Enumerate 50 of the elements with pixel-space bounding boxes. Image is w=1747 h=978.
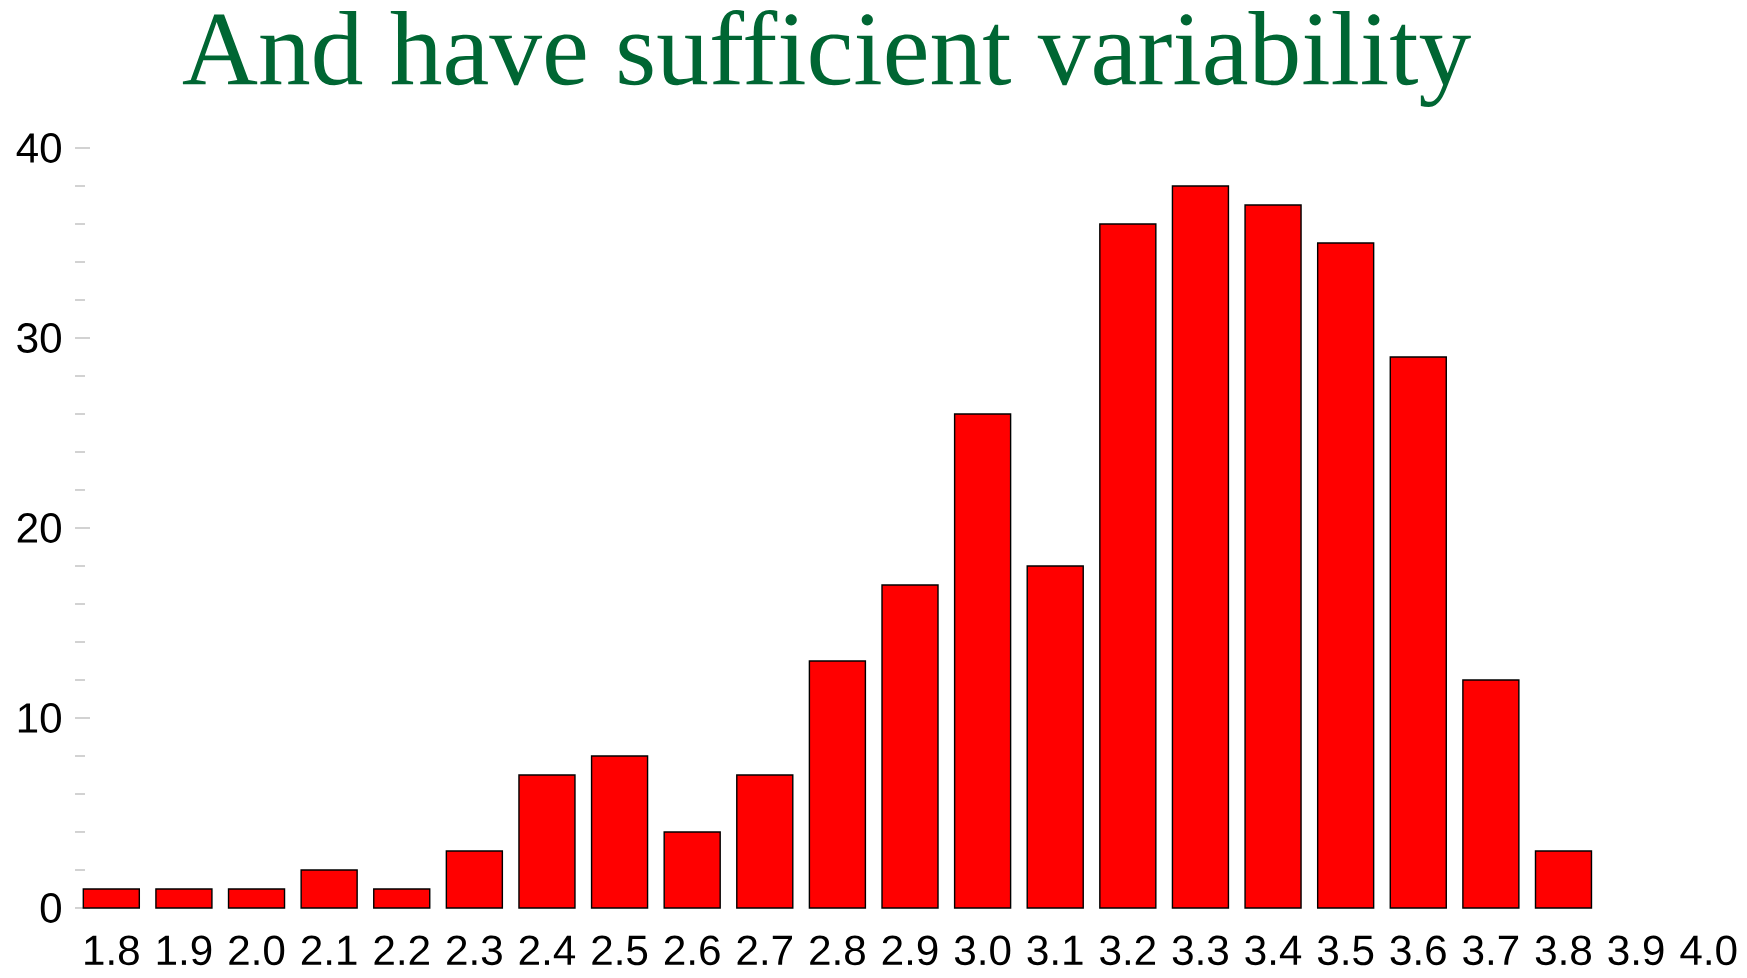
x-tick-label: 2.2 (374, 935, 429, 965)
x-tick-label: 1.8 (85, 935, 139, 966)
x-tick-label: 3.8 (1535, 935, 1591, 966)
bar (1244, 204, 1302, 909)
bar (155, 888, 213, 909)
bar (82, 888, 141, 909)
y-tick-label: 0 (40, 893, 61, 923)
x-tick-label: 2.8 (810, 935, 865, 966)
x-tick-label: 1.9 (157, 935, 212, 966)
bar (1534, 850, 1593, 909)
bar (881, 584, 939, 909)
bar (1316, 242, 1375, 909)
x-tick-label: 3.7 (1463, 935, 1519, 966)
x-tick-label: 3.0 (954, 935, 1011, 966)
y-tick-label: 40 (16, 133, 61, 163)
bar (1462, 679, 1520, 909)
x-tick-label: 3.3 (1172, 935, 1228, 966)
x-tick-label: 3.5 (1317, 935, 1374, 966)
y-tick-label: 20 (17, 513, 61, 543)
x-tick-label: 2.1 (301, 935, 357, 965)
bar (808, 660, 867, 909)
bar (590, 755, 649, 909)
x-tick-label: 4.0 (1680, 935, 1737, 966)
x-tick-label: 2.9 (882, 935, 938, 966)
bar (953, 413, 1012, 909)
bar (445, 850, 504, 909)
x-tick-label: 3.1 (1027, 935, 1083, 966)
x-tick-label: 2.4 (519, 935, 576, 965)
bar (1026, 565, 1084, 909)
bar (663, 831, 721, 909)
x-tick-label: 3.4 (1245, 935, 1302, 966)
bar (518, 774, 576, 909)
x-tick-label: 3.6 (1390, 935, 1446, 966)
x-tick-label: 2.5 (592, 935, 648, 966)
x-tick-label: 2.7 (737, 935, 792, 965)
bar (227, 888, 286, 909)
bar (373, 888, 431, 909)
bar (1099, 223, 1157, 909)
bar (736, 774, 794, 909)
chart-title: And have sufficient variability (182, 9, 1471, 107)
x-tick-label: 2.0 (229, 935, 285, 966)
x-tick-label: 2.3 (447, 935, 502, 966)
x-tick-label: 3.9 (1608, 935, 1664, 966)
bar (1171, 185, 1230, 909)
x-tick-label: 2.6 (664, 935, 720, 966)
x-tick-label: 3.2 (1100, 935, 1156, 966)
bar (300, 869, 358, 909)
y-tick-label: 30 (17, 323, 61, 353)
y-tick-label: 10 (18, 703, 61, 733)
bar (1389, 356, 1447, 909)
